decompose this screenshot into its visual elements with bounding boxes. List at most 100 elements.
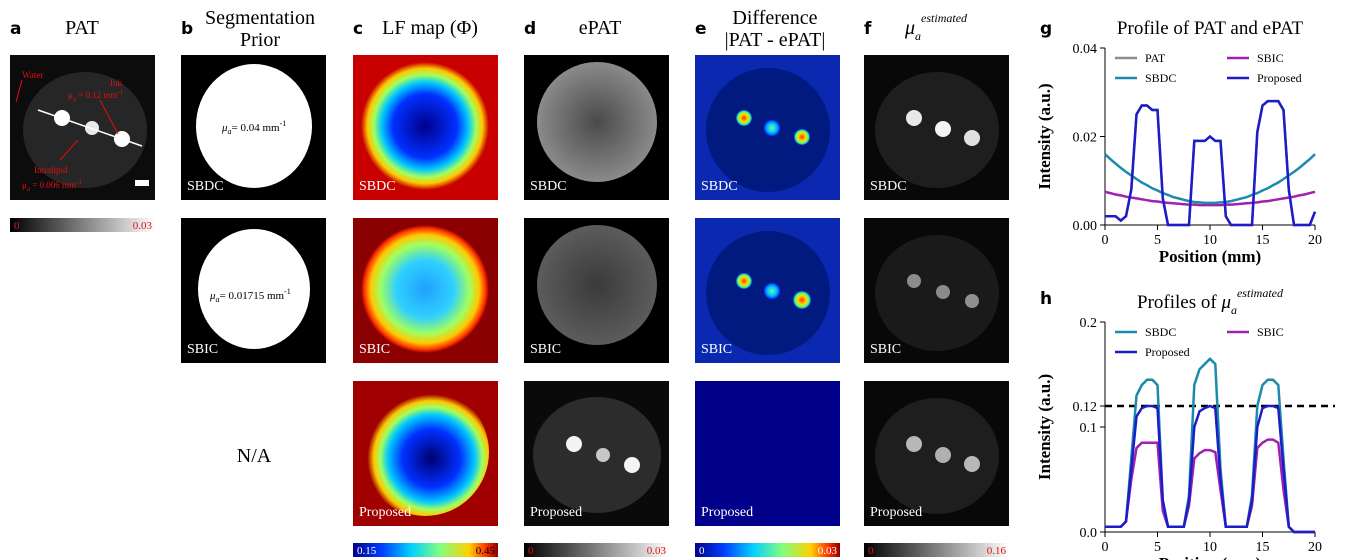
row-label: SBIC	[359, 342, 390, 357]
panel-title: PAT	[65, 17, 99, 39]
panel-letter: b	[181, 19, 193, 39]
row-label: SBDC	[870, 179, 907, 194]
annotation-text: = 0.006 mm	[30, 180, 76, 190]
x-tick-label: 5	[1154, 540, 1161, 555]
y-axis-label: Intensity (a.u.)	[1035, 374, 1054, 480]
colorbar-max: 0.03	[647, 545, 667, 557]
legend-label: SBDC	[1145, 325, 1176, 339]
x-tick-label: 0	[1102, 540, 1109, 555]
panel-letter: g	[1040, 19, 1052, 39]
image-epat	[524, 55, 669, 526]
chart-title: Profiles of μaestimated	[1137, 286, 1284, 317]
y-tick-label: 0.2	[1080, 316, 1098, 331]
panel-title: μaestimated	[904, 11, 968, 43]
colorbar-min: 0.15	[357, 545, 377, 557]
panel-letter: e	[695, 19, 707, 39]
series-line	[1105, 101, 1315, 225]
x-tick-label: 10	[1203, 540, 1217, 555]
y-tick-label: 0.1	[1080, 421, 1098, 436]
superscript: -1	[284, 287, 291, 296]
row-label: SBIC	[870, 342, 901, 357]
colorbar-min: 0	[528, 545, 534, 557]
row-label: Proposed	[701, 505, 753, 520]
panel-title: Prior	[240, 29, 280, 51]
legend-label: Proposed	[1257, 71, 1302, 85]
image-estimated	[864, 55, 1009, 526]
panel-title: Segmentation	[205, 7, 315, 29]
colorbar-max: 0.03	[818, 545, 838, 557]
row-label: SBIC	[187, 342, 218, 357]
x-axis-label: Position (mm)	[1159, 554, 1261, 560]
annotation: Water	[22, 70, 43, 80]
title-superscript: estimated	[1237, 286, 1284, 300]
colorbar-min: 0	[868, 545, 874, 557]
superscript: estimated	[921, 11, 968, 25]
image-prior	[181, 55, 326, 363]
prior-value: μa= 0.01715 mm-1	[209, 287, 291, 304]
not-applicable: N/A	[237, 445, 272, 467]
prior-text: = 0.04 mm	[232, 122, 281, 134]
subscript: a	[915, 29, 921, 43]
legend-label: SBDC	[1145, 71, 1176, 85]
y-tick-label: 0.04	[1073, 42, 1098, 57]
title-subscript: a	[1231, 303, 1237, 317]
title-symbol: μ	[1220, 292, 1231, 313]
x-tick-label: 0	[1102, 233, 1109, 248]
prior-value: μa= 0.04 mm-1	[221, 119, 286, 136]
panel-letter: a	[10, 19, 21, 39]
y-tick-label: 0.12	[1073, 400, 1098, 415]
y-tick-label: 0.02	[1073, 131, 1098, 146]
chart-title: Profile of PAT and ePAT	[1117, 18, 1304, 39]
x-tick-label: 20	[1308, 233, 1322, 248]
x-tick-label: 15	[1256, 540, 1270, 555]
row-label: SBIC	[701, 342, 732, 357]
legend-label: PAT	[1145, 51, 1166, 65]
colorbar-max: 0.03	[133, 220, 153, 232]
series-line	[1105, 359, 1315, 532]
row-label: Proposed	[359, 505, 411, 520]
colorbar-max: 0.16	[987, 545, 1007, 557]
title-text: Profiles of	[1137, 292, 1221, 313]
row-label: SBDC	[359, 179, 396, 194]
symbol: μ	[904, 17, 915, 39]
legend-label: Proposed	[1145, 345, 1190, 359]
row-label: SBDC	[530, 179, 567, 194]
y-tick-label: 0.0	[1080, 526, 1098, 541]
title-text: Profile of PAT and ePAT	[1117, 18, 1304, 39]
figure: a PAT b Segmentation Prior c LF map (Φ) …	[0, 0, 1369, 560]
superscript: -1	[118, 88, 124, 96]
legend-label: SBIC	[1257, 51, 1284, 65]
series-line	[1105, 154, 1315, 203]
superscript: -1	[280, 119, 287, 128]
colorbar-min: 0	[699, 545, 705, 557]
x-tick-label: 5	[1154, 233, 1161, 248]
row-label: Proposed	[870, 505, 922, 520]
superscript: -1	[76, 178, 82, 186]
panel-letter: d	[524, 19, 536, 39]
panel-letter: f	[864, 19, 872, 39]
legend-label: SBIC	[1257, 325, 1284, 339]
x-axis-label: Position (mm)	[1159, 247, 1261, 266]
colorbar-max: 0.45	[476, 545, 496, 557]
y-tick-label: 0.00	[1073, 219, 1098, 234]
annotation-text: = 0.12 mm	[76, 90, 118, 100]
x-tick-label: 10	[1203, 233, 1217, 248]
row-label: SBDC	[187, 179, 224, 194]
panel-letter: h	[1040, 289, 1052, 309]
row-label: Proposed	[530, 505, 582, 520]
colorbar-min: 0	[14, 220, 20, 232]
image-lf-map	[353, 55, 498, 526]
panel-letter: c	[353, 19, 363, 39]
panel-title: Difference	[732, 7, 817, 29]
panel-title: ePAT	[579, 17, 622, 39]
series-line	[1105, 406, 1315, 532]
annotation: Ink	[110, 78, 122, 88]
image-difference	[695, 55, 840, 526]
annotation: Intralipid	[34, 165, 68, 175]
panel-title: LF map (Φ)	[382, 17, 478, 39]
prior-text: = 0.01715 mm	[220, 290, 285, 302]
x-tick-label: 20	[1308, 540, 1322, 555]
y-axis-label: Intensity (a.u.)	[1035, 83, 1054, 189]
panel-title: |PAT - ePAT|	[725, 29, 826, 51]
x-tick-label: 15	[1256, 233, 1270, 248]
